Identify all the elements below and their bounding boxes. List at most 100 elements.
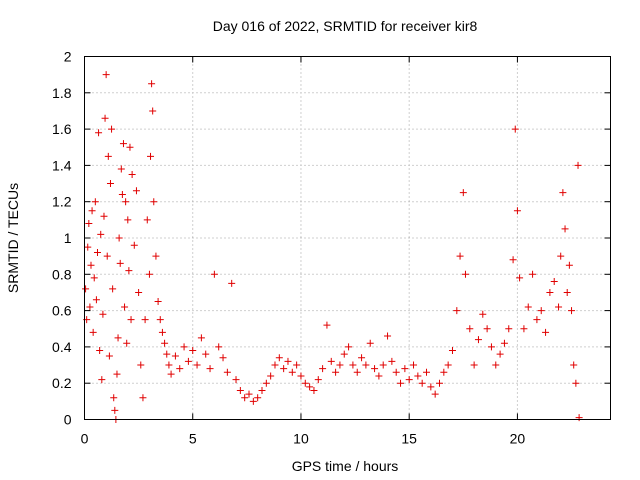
y-tick-label: 1.4 xyxy=(52,157,72,173)
data-point xyxy=(310,386,318,394)
data-point xyxy=(456,252,464,260)
data-point xyxy=(130,241,138,249)
data-point xyxy=(466,325,474,333)
y-tick-label: 2 xyxy=(64,49,72,65)
data-point xyxy=(336,361,344,369)
data-point xyxy=(210,270,218,278)
data-point xyxy=(509,256,517,264)
data-point xyxy=(340,350,348,358)
data-point xyxy=(127,316,135,324)
data-point xyxy=(520,325,528,333)
data-point xyxy=(163,350,171,358)
data-point xyxy=(575,414,583,422)
data-point xyxy=(206,365,214,373)
axis-ticks: 00.20.40.60.811.21.41.61.820 5 10 15 20 xyxy=(52,49,611,447)
data-point xyxy=(236,386,244,394)
data-point xyxy=(496,350,504,358)
data-point xyxy=(542,328,550,336)
data-point xyxy=(572,379,580,387)
y-axis-label: SRMTID / TECUs xyxy=(5,183,21,293)
data-point xyxy=(392,368,400,376)
data-point xyxy=(148,80,156,88)
y-tick-label: 0.8 xyxy=(52,266,72,282)
data-point xyxy=(110,394,118,402)
data-point xyxy=(98,376,106,384)
x-tick-label: 10 xyxy=(293,431,309,447)
data-point xyxy=(262,379,270,387)
data-point xyxy=(379,361,387,369)
y-tick-label: 1 xyxy=(64,230,72,246)
data-point xyxy=(479,310,487,318)
data-point xyxy=(267,372,275,380)
data-point xyxy=(113,370,121,378)
y-tick-label: 0.6 xyxy=(52,303,72,319)
data-point xyxy=(511,125,519,133)
data-point xyxy=(124,216,132,224)
plot-frame xyxy=(84,56,611,420)
data-point xyxy=(524,303,532,311)
data-point xyxy=(301,379,309,387)
data-point xyxy=(150,198,158,206)
data-point xyxy=(410,361,418,369)
data-point xyxy=(95,129,103,137)
data-point xyxy=(505,325,513,333)
data-point xyxy=(529,270,537,278)
data-point xyxy=(559,189,567,197)
data-point xyxy=(232,376,240,384)
data-point xyxy=(197,334,205,342)
data-point xyxy=(570,361,578,369)
data-point xyxy=(165,361,173,369)
y-tick-label: 1.2 xyxy=(52,194,72,210)
data-point xyxy=(114,334,122,342)
data-point xyxy=(128,170,136,178)
data-point xyxy=(82,285,90,293)
data-point xyxy=(102,71,110,79)
data-point xyxy=(167,370,175,378)
data-point xyxy=(121,303,129,311)
data-point xyxy=(156,316,164,324)
data-point xyxy=(108,125,116,133)
data-point xyxy=(125,267,133,275)
data-point xyxy=(371,365,379,373)
data-point xyxy=(100,212,108,220)
data-point xyxy=(141,316,149,324)
data-point xyxy=(122,198,130,206)
data-point xyxy=(384,332,392,340)
data-point xyxy=(154,298,162,306)
data-point xyxy=(215,343,223,351)
data-point xyxy=(184,357,192,365)
data-point xyxy=(111,406,119,414)
data-point xyxy=(401,365,409,373)
chart-title: Day 016 of 2022, SRMTID for receiver kir… xyxy=(213,18,478,34)
data-point xyxy=(440,368,448,376)
data-point xyxy=(533,316,541,324)
data-point xyxy=(90,274,98,282)
data-point xyxy=(405,376,413,384)
data-point xyxy=(537,307,545,315)
data-point xyxy=(284,357,292,365)
data-point xyxy=(461,270,469,278)
data-point xyxy=(193,361,201,369)
data-point xyxy=(280,365,288,373)
data-points xyxy=(82,71,583,423)
x-axis-label: GPS time / hours xyxy=(292,458,399,474)
data-point xyxy=(126,143,134,151)
data-point xyxy=(423,368,431,376)
data-point xyxy=(323,321,331,329)
data-point xyxy=(513,207,521,215)
data-point xyxy=(118,190,126,198)
data-point xyxy=(91,198,99,206)
data-point xyxy=(145,270,153,278)
y-tick-label: 1.6 xyxy=(52,121,72,137)
data-point xyxy=(574,161,582,169)
x-tick-label: 0 xyxy=(81,431,89,447)
data-point xyxy=(137,361,145,369)
data-point xyxy=(97,230,105,238)
data-point xyxy=(245,390,253,398)
data-point xyxy=(546,288,554,296)
data-point xyxy=(444,361,452,369)
data-point xyxy=(105,352,113,360)
data-point xyxy=(362,361,370,369)
data-point xyxy=(93,249,101,257)
data-point xyxy=(84,243,92,251)
